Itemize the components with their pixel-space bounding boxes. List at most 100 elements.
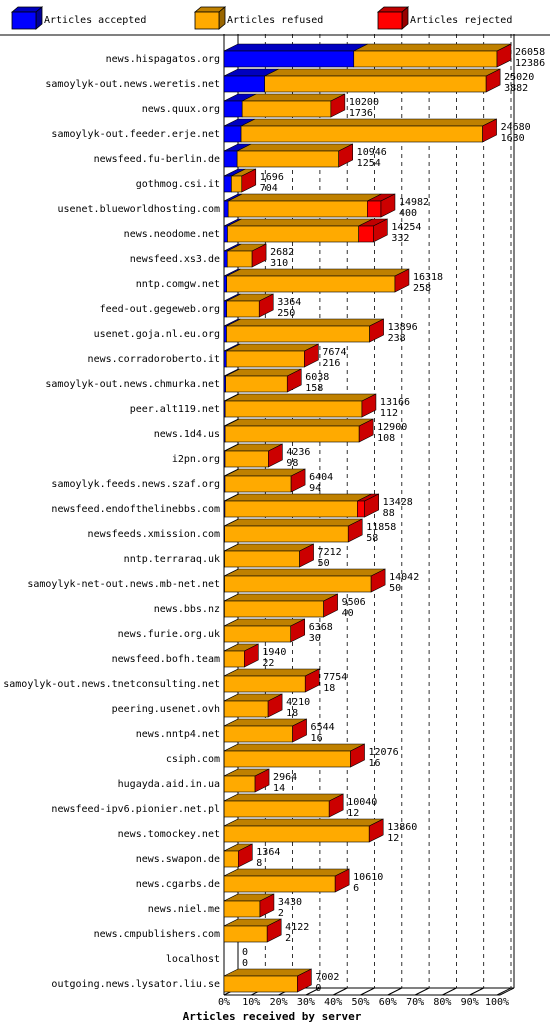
bar-front — [264, 75, 487, 93]
bar-front — [223, 225, 228, 243]
x-tick — [469, 987, 484, 996]
accepted-label: 8 — [256, 858, 262, 869]
bar-segment — [241, 93, 345, 118]
bar-front — [223, 75, 265, 93]
accepted-label: 50 — [318, 558, 330, 569]
legend-label: Articles accepted — [44, 15, 146, 26]
y-tick-label: newsfeed.xs3.de — [130, 254, 220, 265]
x-tick-label: 10% — [242, 997, 260, 1008]
bar-end — [290, 468, 306, 493]
bar-end — [299, 543, 314, 568]
bar-segment — [223, 143, 252, 168]
legend-label: Articles refused — [227, 15, 323, 26]
bar-front — [223, 750, 351, 768]
bar-segment — [224, 518, 363, 543]
accepted-label: 18 — [286, 708, 298, 719]
bar-front — [224, 600, 324, 618]
bar-end — [237, 843, 253, 868]
bar-end — [394, 268, 410, 293]
bar-front — [223, 50, 355, 68]
x-tick — [387, 987, 403, 996]
total-label: 24680 — [501, 122, 531, 133]
total-label: 7674 — [322, 347, 346, 358]
y-tick-label: news.cmpublishers.com — [94, 929, 220, 940]
accepted-label: 30 — [309, 633, 321, 644]
y-tick-label: peer.alt119.net — [130, 404, 220, 415]
y-tick-label: news.neodome.net — [124, 229, 220, 240]
total-label: 3430 — [278, 897, 302, 908]
bar-front — [224, 425, 360, 443]
total-label: 6038 — [305, 372, 329, 383]
total-label: 7212 — [318, 547, 342, 558]
accepted-label: 310 — [270, 258, 288, 269]
y-tick-label: news.niel.me — [148, 904, 220, 915]
total-label: 6544 — [311, 722, 335, 733]
bar-top — [224, 518, 363, 527]
bar-end — [254, 768, 270, 793]
bar-front — [223, 300, 227, 318]
total-label: 14254 — [391, 222, 421, 233]
accepted-label: 704 — [260, 183, 278, 194]
y-tick-label: samoylyk-out.news.tnetconsulting.net — [3, 679, 220, 690]
total-label: 1364 — [256, 847, 280, 858]
bar-segment — [224, 493, 372, 518]
total-label: 13428 — [383, 497, 413, 508]
bar-front — [236, 150, 339, 168]
bar-top — [224, 543, 314, 552]
x-tick-label: 20% — [270, 997, 288, 1008]
bar-end — [334, 868, 350, 893]
bar-end — [485, 68, 501, 93]
bar-segment — [225, 343, 319, 368]
y-tick-label: samoylyk-out.news.chmurka.net — [45, 379, 220, 390]
total-label: 4122 — [285, 922, 309, 933]
accepted-label: 88 — [383, 508, 395, 519]
bar-front — [231, 175, 243, 193]
accepted-label: 94 — [309, 483, 321, 494]
bar-segment — [224, 468, 306, 493]
bar-front — [223, 200, 229, 218]
bar-end — [258, 293, 274, 318]
bar-front — [241, 100, 332, 118]
bar-segment — [223, 768, 270, 793]
total-label: 10200 — [349, 97, 379, 108]
total-label: 12900 — [377, 422, 407, 433]
y-tick-label: news.corradoroberto.it — [88, 354, 220, 365]
bar-top — [223, 818, 384, 827]
bar-top — [224, 493, 372, 502]
bar-front — [224, 500, 358, 518]
bar-front — [224, 450, 269, 468]
bar-top — [237, 143, 353, 152]
x-tick — [332, 987, 348, 996]
y-tick-label: samoylyk-out.news.weretis.net — [45, 79, 220, 90]
bar-front — [226, 275, 396, 293]
x-tick-label: 50% — [351, 997, 369, 1008]
bar-top — [223, 793, 344, 802]
bar-top — [242, 93, 345, 102]
total-label: 16318 — [413, 272, 443, 283]
bar-segment — [226, 268, 410, 293]
accepted-label: 238 — [388, 333, 406, 344]
y-tick-label: i2pn.org — [172, 454, 220, 465]
bar-front — [223, 150, 238, 168]
accepted-label: 22 — [262, 658, 274, 669]
bar-segment — [240, 118, 497, 143]
x-tick-label: 40% — [324, 997, 342, 1008]
bar-top — [228, 193, 382, 202]
total-label: 7002 — [315, 972, 339, 983]
bar-segment — [353, 43, 512, 68]
total-label: 10610 — [353, 872, 383, 883]
accepted-label: 2 — [278, 908, 284, 919]
bar-top — [224, 568, 386, 577]
total-label: 11858 — [366, 522, 396, 533]
bar-front — [224, 475, 292, 493]
bar-end — [350, 743, 365, 768]
bar-top — [226, 343, 319, 352]
accepted-label: 2 — [285, 933, 291, 944]
bar-segment — [223, 818, 384, 843]
accepted-label: 158 — [305, 383, 323, 394]
bar-segment — [223, 843, 253, 868]
total-label: 10040 — [347, 797, 377, 808]
bar-end — [496, 43, 512, 68]
bar-front — [223, 925, 268, 943]
bar-segment — [264, 68, 501, 93]
